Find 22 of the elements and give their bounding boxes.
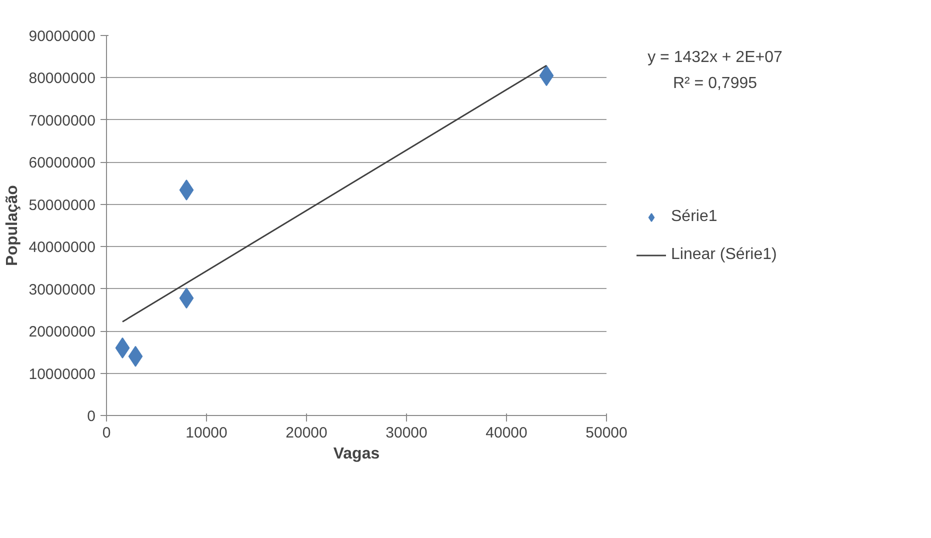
x-tick-label: 40000: [486, 424, 528, 442]
y-tick-label: 30000000: [28, 281, 96, 298]
text: R² = 0,7995: [672, 75, 758, 92]
y-tick-label: 40000000: [28, 239, 96, 256]
y-tick-label: 0: [87, 408, 96, 425]
text: y = 1432x + 2E+07: [648, 49, 782, 66]
x-tick-label: 20000: [286, 424, 328, 442]
y-tick-label: 50000000: [28, 196, 96, 214]
legend-label: Linear (Série1): [671, 246, 777, 264]
legend-label: Série1: [671, 208, 718, 226]
x-axis-title: Vagas: [333, 446, 380, 462]
x-tick-label: 30000: [386, 424, 428, 442]
y-tick-label: 70000000: [28, 112, 96, 130]
y-tick-label: 80000000: [28, 70, 96, 88]
y-tick-label: 60000000: [28, 154, 96, 172]
x-tick-label: 10000: [186, 424, 228, 442]
x-tick-label: 0: [102, 424, 111, 442]
y-axis-title: População: [4, 184, 21, 266]
y-tick-label: 90000000: [28, 28, 96, 45]
y-tick-label: 20000000: [28, 324, 96, 341]
x-tick-label: 50000: [586, 424, 628, 442]
y-tick-label: 10000000: [28, 366, 96, 383]
